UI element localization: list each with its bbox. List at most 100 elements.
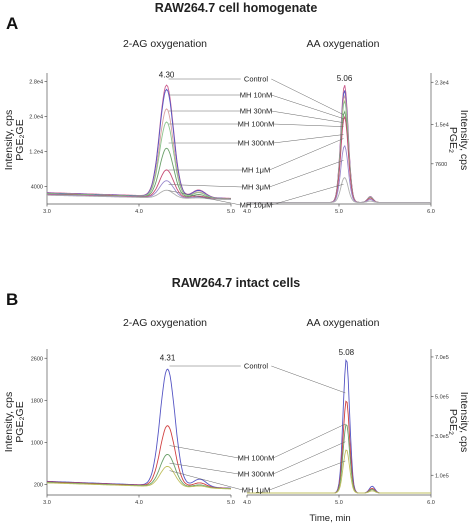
series-label: MH 100nM [238,454,275,463]
trace-mh-100nm [47,121,231,200]
leader-line-right [273,134,344,144]
peak-retention-label: 4.30 [159,70,175,79]
y-tick-label: 7600 [435,162,447,168]
y-axis-title-line: Intensity, cps [3,110,15,171]
panel-b-title: RAW264.7 intact cells [172,276,301,290]
y-tick-label: 200 [34,482,43,488]
series-label: MH 10μM [240,201,273,210]
x-tick-label: 5.0 [335,209,343,215]
y-axis-title-line: Intensity, cps [458,392,470,453]
leader-line-left [168,184,243,188]
chart-layer: 3.0 4.0 5.0 2.8e4 2.0e4 1.2e4 4000 Intensity, c… [3,70,470,506]
leader-line-right [269,160,344,188]
y-axis-title: Intensity, cpsPGE₂ [447,110,470,171]
leader-line-left [168,190,241,206]
y-tick-label: 5.0e5 [435,394,449,400]
leader-line-right [271,94,344,119]
x-axis-title: Time, min [309,513,350,524]
trace-mh-10nm [47,88,231,199]
leader-line-right [271,78,344,115]
trace-mh-100nm [247,99,431,203]
leader-line-right [269,138,344,171]
x-tick-label: 5.0 [335,500,343,506]
y-axis-title-line: Intensity, cps [458,110,470,171]
trace-mh-100nm [47,425,231,489]
peak-retention-label: 5.06 [337,74,353,83]
trace-mh-1-m [47,169,231,200]
y-axis-title-line: PGE₂ [447,127,459,153]
y-tick-label: 2.0e4 [29,114,43,120]
trace-mh-1-m [47,465,232,490]
trace-control [47,84,231,199]
y-axis-title-line: PGE₂ [447,409,459,435]
y-axis-title-line: PGE₂GE [14,401,26,442]
peak-retention-label: 5.08 [339,348,355,357]
series-label: MH 100nM [238,120,275,129]
leader-line-left [169,445,239,459]
trace-mh-10-m [46,189,231,201]
series-label: MH 1μM [242,166,271,175]
series-label: MH 300nM [238,470,275,479]
series-label: MH 1μM [242,486,271,495]
panel-a-title: RAW264.7 cell homogenate [155,1,318,15]
x-tick-label: 5.0 [227,209,235,215]
series-label: Control [244,362,269,371]
series-label: MH 300nM [238,139,275,148]
x-tick-label: 6.0 [427,209,435,215]
leader-line-right [273,441,346,475]
leader-line-right [271,365,346,394]
panel-a-letter: A [6,14,18,33]
y-tick-label: 1000 [31,440,43,446]
panel-a-right-subtitle: AA oxygenation [307,38,380,50]
series-label: MH 30nM [240,107,273,116]
peak-retention-label: 4.31 [160,354,176,363]
y-tick-label: 1800 [31,398,43,404]
panel-b-right-subtitle: AA oxygenation [307,317,380,329]
leader-line-right [271,110,344,123]
leader-line-right [273,123,344,127]
series-labels: Control MH 100nM MH 300nM MH 1μM [169,362,346,495]
y-tick-label: 7.0e5 [435,355,449,361]
x-tick-label: 6.0 [427,500,435,506]
x-tick-label: 4.0 [135,500,143,506]
x-tick-label: 4.0 [243,209,251,215]
series-label: Control [244,75,269,84]
x-tick-label: 5.0 [227,500,235,506]
y-axis-title: Intensity, cpsPGE₂GE [3,110,26,171]
leader-line-left [169,462,239,475]
trace-mh-1-m [247,449,431,494]
y-tick-label: 2.8e4 [29,79,43,85]
leader-line-right [271,183,344,206]
y-tick-label: 2.3e4 [435,80,449,86]
y-tick-label: 1.0e5 [435,473,449,479]
trace-control [46,368,232,489]
chart-0: 3.0 4.0 5.0 2.8e4 2.0e4 1.2e4 4000 Intensity, c… [3,70,235,215]
chart-3: 4.0 5.0 6.0 7.0e5 5.0e5 3.0e5 1.0e5 Intensity, … [243,348,470,506]
y-axis-title: Intensity, cpsPGE₂GE [3,392,26,453]
series-label: MH 3μM [242,183,271,192]
panel-b-left-subtitle: 2-AG oxygenation [123,317,207,329]
trace-mh-30nm [47,108,231,200]
series-label: MH 10nM [240,91,273,100]
panel-b-letter: B [6,290,18,309]
y-axis-title-line: Intensity, cps [3,392,15,453]
leader-line-left [169,470,243,491]
y-tick-label: 1.2e4 [29,149,43,155]
y-axis-title: Intensity, cpsPGE₂ [447,392,470,453]
x-tick-label: 3.0 [43,500,51,506]
x-tick-label: 3.0 [43,209,51,215]
y-axis-title-line: PGE₂GE [14,119,26,160]
y-tick-label: 3.0e5 [435,434,449,440]
trace-mh-10-m [247,177,431,203]
chart-2: 3.0 4.0 5.0 2600 1800 1000 200 Intensity, cpsPG… [3,349,235,506]
y-tick-label: 4000 [31,184,43,190]
leader-line-right [269,460,346,491]
panel-a-left-subtitle: 2-AG oxygenation [123,38,207,50]
series-labels: Control MH 10nM MH 30nM MH 100nM MH 300nM MH … [168,75,344,210]
trace-control [247,359,431,494]
x-tick-label: 4.0 [135,209,143,215]
leader-line-right [273,423,346,459]
x-tick-label: 4.0 [243,500,251,506]
